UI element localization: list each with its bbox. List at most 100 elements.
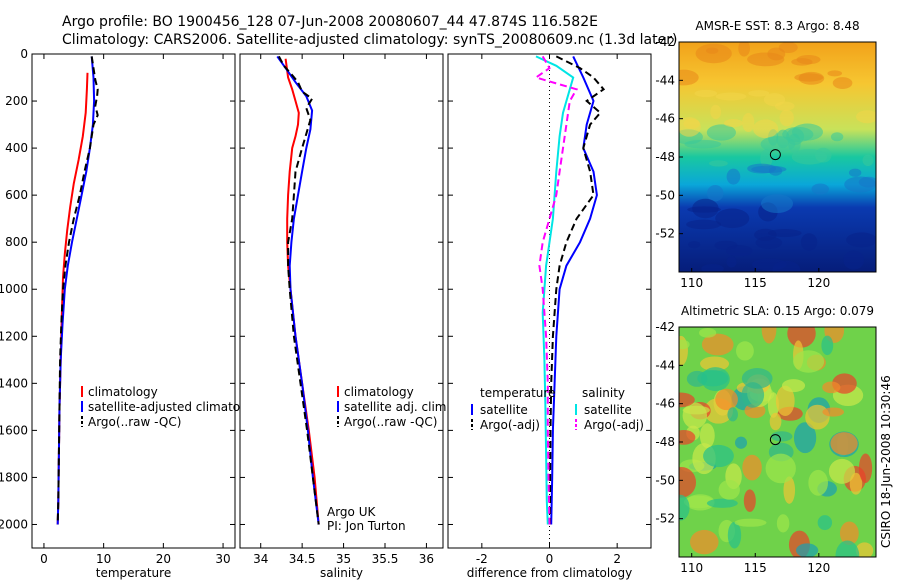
sla-texture <box>761 327 777 344</box>
temperature-ytick-label: 1400 <box>0 376 28 390</box>
sst_map-xtick-label: 115 <box>744 276 767 290</box>
temperature-legend-entry: satellite-adjusted climatolo <box>88 400 251 414</box>
temperature-xlabel: temperature <box>96 566 171 580</box>
sla-texture <box>855 542 874 557</box>
sla-texture <box>787 327 816 348</box>
sla_map-xtick-label: 120 <box>807 561 830 575</box>
salinity-xtick-label: 35 <box>336 552 351 566</box>
sst-texture <box>862 154 874 167</box>
sst-texture <box>726 168 741 185</box>
difference-series-salinity-satellite <box>535 55 575 525</box>
temperature-legend-entry: Argo(..raw -QC) <box>88 415 181 429</box>
temperature-ytick-label: 1200 <box>0 329 28 343</box>
temperature-ytick-label: 600 <box>5 188 28 202</box>
sst-texture <box>725 244 753 257</box>
sst-texture <box>751 165 787 174</box>
sla-texture <box>679 339 690 350</box>
salinity-panel: 34 34.5 35 35.5 36 salinity climatologysatelli… <box>239 53 450 580</box>
sla_map-ytick-label: -44 <box>655 358 675 372</box>
sla_map-xtick-label: 115 <box>744 561 767 575</box>
sst-texture <box>747 52 785 67</box>
sla-texture <box>735 436 748 449</box>
salinity-frame <box>239 53 444 549</box>
argo-location-marker <box>769 149 781 161</box>
sla_map-ytick-label: -48 <box>655 435 675 449</box>
salinity-legend-entry: satellite adj. clim. <box>344 400 450 414</box>
difference-xlabel: difference from climatology <box>467 566 633 580</box>
sst-texture <box>710 104 722 120</box>
sla_map-title: Altimetric SLA: 0.15 Argo: 0.079 <box>681 304 874 318</box>
difference-series-salinity-argo-adj- <box>533 55 579 525</box>
sst_map-panel: 110 115 120 -42 -44 -46 -48 -50 -52 AMSR-E SST: 8… <box>655 19 877 290</box>
temperature-ytick-label: 1000 <box>0 282 28 296</box>
header-line1: Argo profile: BO 1900456_128 07-Jun-2008… <box>62 14 598 30</box>
sst-texture <box>742 113 755 132</box>
sst_map-ytick-label: -52 <box>655 227 675 241</box>
sla-texture <box>727 407 738 422</box>
salinity-annotation: PI: Jon Turton <box>327 519 406 533</box>
sla-texture <box>715 388 738 411</box>
sla-texture <box>679 429 696 445</box>
temperature-ytick-label: 1800 <box>0 470 28 484</box>
sst_map-ytick-label: -50 <box>655 188 675 202</box>
sst-texture <box>791 58 813 66</box>
sla-texture <box>775 385 795 417</box>
sla-texture <box>703 444 734 468</box>
sla-texture <box>727 521 742 549</box>
sst-texture <box>706 124 736 141</box>
temperature-ytick-label: 800 <box>5 235 28 249</box>
sla-texture <box>697 370 729 387</box>
sla-texture <box>795 543 819 557</box>
sst-texture <box>723 118 743 128</box>
sla_map-ytick-label: -46 <box>655 397 675 411</box>
difference-legend-entry: Argo(-adj) <box>480 418 540 432</box>
sst-texture <box>760 136 796 153</box>
sla-texture <box>793 422 817 454</box>
sla-texture <box>741 382 765 408</box>
sla-texture <box>683 495 715 509</box>
sla-texture <box>828 458 856 484</box>
temperature-ytick-label: 200 <box>5 94 28 108</box>
sla-texture <box>808 469 828 496</box>
sst_map-ytick-label: -42 <box>655 35 675 49</box>
sst-texture <box>830 132 844 142</box>
argo-location-marker <box>769 434 781 446</box>
sst_map-ytick-label: -48 <box>655 150 675 164</box>
sst-texture <box>701 264 724 272</box>
sla-texture <box>682 402 708 429</box>
sst-texture <box>706 47 719 54</box>
sst-texture <box>679 69 699 86</box>
sst-field <box>679 42 876 272</box>
temperature-legend-entry: climatology <box>88 385 158 399</box>
footer-timestamp: CSIRO 18-Jun-2008 10:30:46 <box>879 375 893 548</box>
sst-texture <box>715 208 750 229</box>
difference-legend-entry: Argo(-adj) <box>584 418 644 432</box>
temperature-ytick-label: 1600 <box>0 423 28 437</box>
sla-texture <box>718 479 740 500</box>
sst-texture <box>753 119 779 139</box>
header-line2: Climatology: CARS2006. Satellite-adjuste… <box>62 32 677 48</box>
sst-texture <box>846 232 876 248</box>
sla-texture <box>765 453 796 484</box>
sst-texture <box>815 147 832 163</box>
sst-texture <box>768 229 802 238</box>
sst-texture <box>738 42 750 57</box>
sla-texture <box>776 514 790 533</box>
sla-texture <box>699 327 717 338</box>
sla_map-xtick-label: 110 <box>680 561 703 575</box>
difference-xtick-label: 2 <box>613 552 621 566</box>
sla-texture <box>734 518 767 527</box>
sla-texture <box>690 529 719 555</box>
sst_map-xtick-label: 110 <box>680 276 703 290</box>
difference-frame <box>447 53 652 549</box>
sst-texture <box>755 236 783 249</box>
sla-texture <box>679 467 697 498</box>
sla-texture <box>781 379 806 393</box>
sst-texture <box>709 160 728 167</box>
sst-texture <box>794 73 824 82</box>
sla-texture <box>699 423 715 449</box>
difference-legend-header: temperature <box>480 386 555 400</box>
sst-texture <box>715 92 747 101</box>
